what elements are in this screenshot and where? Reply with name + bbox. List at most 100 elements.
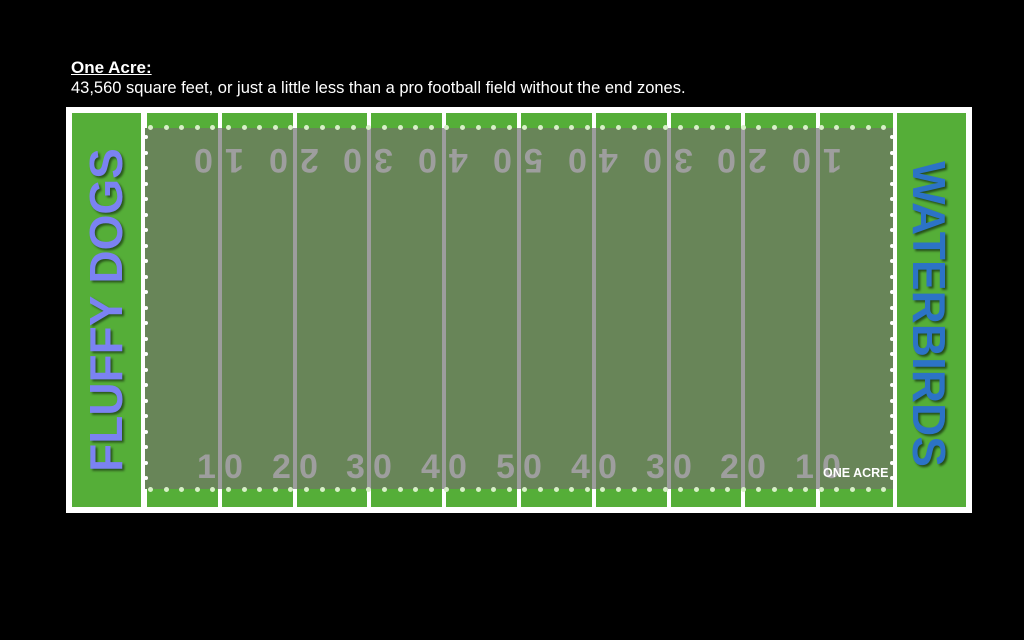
hash-dot	[366, 125, 371, 130]
yard-number: 0	[493, 141, 512, 179]
goal-line	[141, 113, 145, 507]
hash-dot	[242, 125, 247, 130]
yard-number: 1	[197, 448, 216, 486]
sideline-dot	[890, 399, 894, 403]
sideline-dot	[144, 399, 148, 403]
sideline-dot	[890, 321, 894, 325]
yard-number: 0	[224, 448, 243, 486]
sideline-dot	[890, 182, 894, 186]
hash-dot	[850, 487, 855, 492]
hash-dot	[242, 487, 247, 492]
hash-dot	[226, 487, 231, 492]
hash-dot	[460, 487, 465, 492]
left-end-zone	[72, 113, 141, 507]
hash-dot	[632, 487, 637, 492]
hash-dot	[429, 125, 434, 130]
yard-number: 2	[748, 141, 767, 179]
yard-line	[667, 113, 671, 128]
hash-dot	[569, 487, 574, 492]
hash-dot	[881, 487, 886, 492]
yard-line	[367, 128, 371, 489]
yard-line	[517, 128, 521, 489]
yard-number: 0	[373, 448, 392, 486]
sideline-dot	[890, 228, 894, 232]
hash-dot	[398, 487, 403, 492]
sideline-dot	[144, 182, 148, 186]
yard-number: 0	[747, 448, 766, 486]
sideline-dot	[144, 352, 148, 356]
hash-dot	[741, 487, 746, 492]
hash-dot	[725, 125, 730, 130]
title: One Acre:	[71, 58, 152, 77]
hash-dot	[663, 487, 668, 492]
hash-dot	[210, 487, 215, 492]
yard-line	[667, 489, 671, 507]
yard-number: 3	[346, 448, 365, 486]
hash-dot	[585, 125, 590, 130]
hash-dot	[788, 125, 793, 130]
yard-number: 0	[673, 448, 692, 486]
hash-dot	[710, 125, 715, 130]
yard-number: 3	[374, 141, 393, 179]
hash-dot	[788, 487, 793, 492]
yard-number: 0	[343, 141, 362, 179]
sideline-dot	[144, 430, 148, 434]
yard-line	[293, 128, 297, 489]
sideline-dot	[144, 244, 148, 248]
hash-dot	[288, 487, 293, 492]
yard-line	[816, 489, 820, 507]
hash-dot	[538, 487, 543, 492]
sideline-dot	[890, 213, 894, 217]
hash-dot	[756, 125, 761, 130]
left-team-name: FLUFFY DOGS	[80, 148, 132, 472]
yard-line	[517, 113, 521, 128]
yard-number: 1	[823, 141, 842, 179]
yard-line	[442, 489, 446, 507]
hash-dot	[444, 125, 449, 130]
sideline-dot	[144, 275, 148, 279]
hash-dot	[257, 487, 262, 492]
yard-number: 4	[571, 448, 590, 486]
sideline-dot	[890, 244, 894, 248]
sideline-dot	[144, 445, 148, 449]
hash-dot	[164, 487, 169, 492]
hash-dot	[663, 125, 668, 130]
hash-dot	[866, 487, 871, 492]
yard-line	[293, 489, 297, 507]
hash-dot	[335, 487, 340, 492]
yard-number: 2	[300, 141, 319, 179]
hash-dot	[522, 487, 527, 492]
hash-dot	[304, 125, 309, 130]
hash-dot	[554, 125, 559, 130]
sideline-dot	[144, 337, 148, 341]
sideline-dot	[890, 337, 894, 341]
yard-number: 0	[643, 141, 662, 179]
hash-dot	[647, 487, 652, 492]
sideline-dot	[890, 197, 894, 201]
hash-dot	[476, 487, 481, 492]
hash-dot	[320, 125, 325, 130]
yard-number: 0	[568, 141, 587, 179]
yard-line	[592, 128, 596, 489]
yard-number: 0	[717, 141, 736, 179]
hash-dot	[195, 125, 200, 130]
sideline-dot	[890, 135, 894, 139]
hash-dot	[491, 487, 496, 492]
sideline-dot	[144, 476, 148, 480]
yard-line	[517, 489, 521, 507]
yard-number: 5	[496, 448, 515, 486]
hash-dot	[210, 125, 215, 130]
hash-dot	[413, 487, 418, 492]
sideline-dot	[890, 259, 894, 263]
hash-dot	[164, 125, 169, 130]
hash-dot	[866, 125, 871, 130]
hash-dot	[632, 125, 637, 130]
hash-dot	[460, 125, 465, 130]
yard-number: 0	[299, 448, 318, 486]
yard-line	[741, 113, 745, 128]
yard-number: 0	[448, 448, 467, 486]
sideline-dot	[890, 352, 894, 356]
hash-dot	[351, 487, 356, 492]
yard-line	[218, 489, 222, 507]
sideline-dot	[144, 259, 148, 263]
